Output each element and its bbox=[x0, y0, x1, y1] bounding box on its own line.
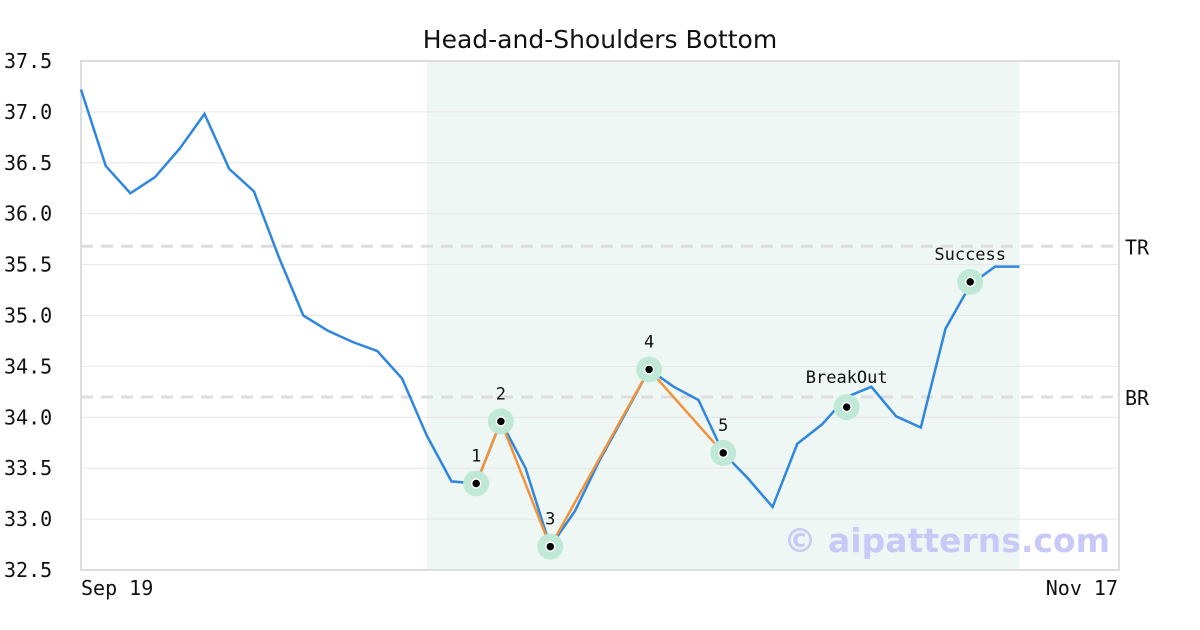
y-tick-label: 35.0 bbox=[4, 304, 52, 328]
pattern-markers: 1 2 3 4 5 BreakOut Success bbox=[463, 245, 1006, 560]
y-tick-label: 37.0 bbox=[4, 100, 52, 124]
y-tick-label: 36.5 bbox=[4, 151, 52, 175]
marker-label: 4 bbox=[644, 332, 654, 352]
marker-point bbox=[643, 364, 655, 375]
y-tick-label: 32.5 bbox=[4, 558, 52, 582]
marker-point bbox=[495, 416, 507, 427]
x-tick-label: Sep 19 bbox=[81, 576, 153, 600]
chart-title: Head-and-Shoulders Bottom bbox=[423, 25, 777, 54]
y-tick-label: 35.5 bbox=[4, 253, 52, 277]
y-tick-label: 37.5 bbox=[4, 49, 52, 73]
marker-label: 2 bbox=[496, 384, 506, 404]
marker-label: BreakOut bbox=[806, 368, 888, 388]
y-tick-label: 34.0 bbox=[4, 405, 52, 429]
x-tick-label: Nov 17 bbox=[1046, 576, 1118, 600]
y-tick-label: 33.0 bbox=[4, 507, 52, 531]
level-label: BR bbox=[1125, 386, 1150, 410]
y-tick-label: 36.0 bbox=[4, 202, 52, 226]
marker-label: 1 bbox=[471, 446, 481, 466]
watermark: © aipatterns.com bbox=[784, 521, 1110, 560]
marker-point bbox=[964, 276, 976, 288]
y-axis: 32.5 33.0 33.5 34.0 34.5 35.0 35.5 36.0 36.5 37.0… bbox=[4, 49, 52, 582]
marker-label: 5 bbox=[718, 416, 728, 436]
plot-frame bbox=[80, 60, 1120, 571]
y-tick-label: 34.5 bbox=[4, 354, 52, 378]
marker-point bbox=[717, 447, 729, 459]
y-tick-label: 33.5 bbox=[4, 456, 52, 480]
marker-point bbox=[841, 401, 852, 413]
marker-point bbox=[470, 478, 482, 489]
level-label: TR bbox=[1125, 235, 1150, 259]
marker-label: Success bbox=[934, 245, 1006, 265]
marker-point bbox=[545, 541, 556, 552]
x-axis: Sep 19 Nov 17 bbox=[81, 576, 1118, 600]
marker-label: 3 bbox=[545, 510, 555, 530]
level-lines: TR BR bbox=[81, 235, 1150, 410]
